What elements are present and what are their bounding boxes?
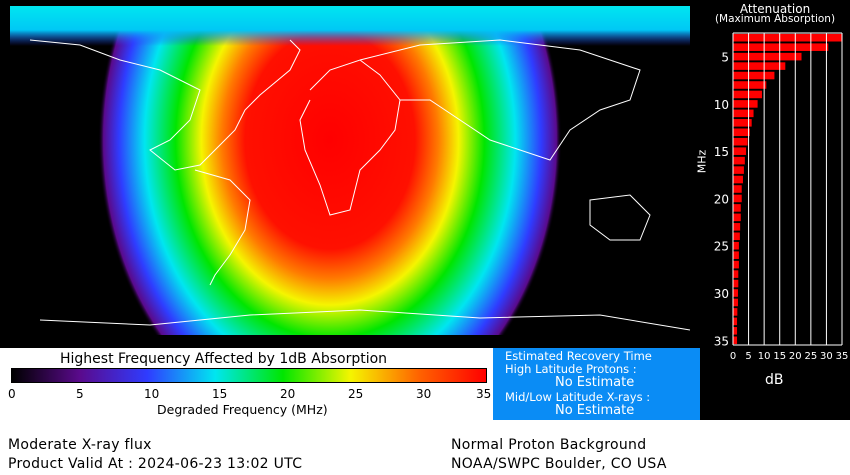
bar-12mhz	[733, 119, 752, 127]
x-tick-label: 5	[745, 351, 751, 362]
x-tick-label: 35	[836, 351, 849, 362]
bar-27mhz	[733, 260, 739, 269]
absorption-region	[10, 8, 690, 335]
high-lat-label: High Latitude Protons :	[505, 362, 637, 376]
bar-4mhz	[733, 43, 829, 51]
chart-title: Attenuation	[739, 2, 811, 16]
bar-13mhz	[733, 128, 750, 137]
source: NOAA/SWPC Boulder, CO USA	[451, 456, 667, 472]
bar-20mhz	[733, 194, 742, 203]
y-tick-label: 10	[714, 98, 729, 112]
x-tick-label: 20	[789, 351, 802, 362]
bar-24mhz	[733, 232, 740, 241]
bar-32mhz	[733, 308, 738, 316]
mid-low-label: Mid/Low Latitude X-rays :	[505, 390, 651, 404]
colorbar-xlabel: Degraded Frequency (MHz)	[157, 402, 328, 417]
colorbar-tick-label: 25	[348, 387, 364, 401]
colorbar-tick-label: 20	[280, 387, 296, 401]
bar-26mhz	[733, 251, 739, 259]
bar-17mhz	[733, 166, 744, 174]
y-tick-label: 15	[714, 145, 729, 159]
colorbar	[11, 368, 487, 383]
bar-10mhz	[733, 100, 758, 108]
bar-18mhz	[733, 175, 743, 184]
bar-31mhz	[733, 298, 738, 307]
bar-11mhz	[733, 109, 754, 118]
xray-status: Moderate X-ray flux	[8, 437, 152, 453]
colorbar-tick-label: 5	[76, 387, 84, 401]
x-tick-label: 0	[730, 351, 736, 362]
bar-21mhz	[733, 204, 741, 212]
valid-at: Product Valid At : 2024-06-23 13:02 UTC	[8, 456, 303, 472]
bar-33mhz	[733, 317, 738, 326]
bar-7mhz	[733, 71, 775, 80]
bar-29mhz	[733, 279, 739, 288]
y-tick-label: 20	[714, 192, 729, 206]
bar-22mhz	[733, 213, 741, 222]
colorbar-tick-label: 15	[212, 387, 228, 401]
x-axis-label: dB	[765, 372, 784, 388]
coastlines	[29, 39, 691, 331]
chart-subtitle: (Maximum Absorption)	[714, 13, 836, 25]
bar-23mhz	[733, 223, 741, 231]
mid-low-value: No Estimate	[555, 403, 635, 418]
high-lat-value: No Estimate	[555, 375, 635, 390]
x-tick-label: 30	[820, 351, 833, 362]
colorbar-title: Highest Frequency Affected by 1dB Absorp…	[60, 351, 388, 367]
recovery-title: Estimated Recovery Time	[505, 349, 652, 363]
bar-30mhz	[733, 289, 738, 297]
bar-8mhz	[733, 81, 767, 89]
y-tick-label: 35	[714, 334, 729, 348]
y-tick-label: 25	[714, 240, 729, 254]
colorbar-tick-label: 0	[8, 387, 16, 401]
bar-9mhz	[733, 90, 762, 99]
bar-5mhz	[733, 52, 802, 61]
bar-35mhz	[733, 336, 738, 345]
colorbar-tick-label: 35	[476, 387, 492, 401]
x-tick-label: 10	[758, 351, 771, 362]
bar-19mhz	[733, 185, 742, 193]
bar-3mhz	[733, 33, 842, 42]
bar-16mhz	[733, 156, 745, 165]
colorbar-tick-label: 30	[416, 387, 432, 401]
recovery-time-panel: Estimated Recovery Time High Latitude Pr…	[493, 348, 700, 420]
absorption-map	[10, 6, 691, 335]
y-tick-label: 5	[721, 51, 729, 65]
bar-14mhz	[733, 137, 748, 146]
bar-28mhz	[733, 270, 739, 278]
bar-6mhz	[733, 62, 786, 70]
x-tick-label: 15	[773, 351, 786, 362]
proton-status: Normal Proton Background	[451, 437, 647, 453]
panel-background	[700, 348, 850, 420]
colorbar-tick-label: 10	[144, 387, 160, 401]
y-tick-label: 30	[714, 287, 729, 301]
x-tick-label: 25	[804, 351, 817, 362]
bar-34mhz	[733, 327, 738, 335]
bar-15mhz	[733, 147, 747, 155]
polar-absorption-band	[10, 6, 690, 46]
bar-25mhz	[733, 241, 739, 250]
